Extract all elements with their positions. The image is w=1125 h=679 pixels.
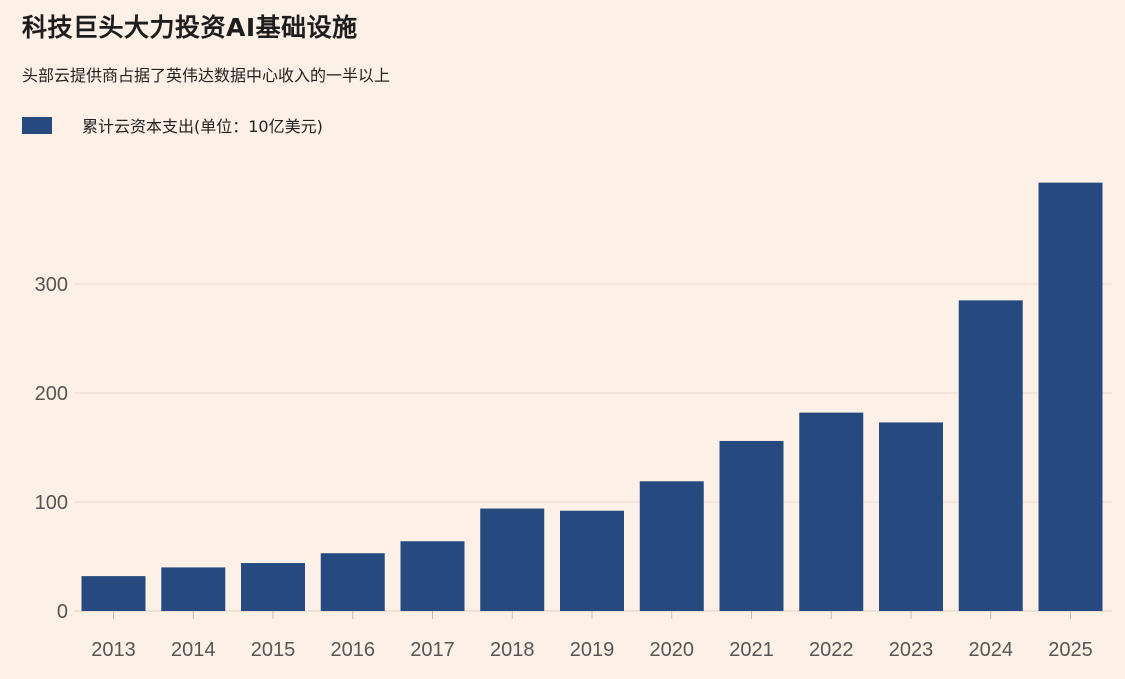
y-axis-ticks: 0 100 200 300 — [35, 274, 68, 623]
bar-2024 — [958, 300, 1023, 611]
legend: 累计云资本支出(单位：10亿美元) — [22, 113, 323, 137]
x-tick-label: 2021 — [729, 639, 774, 661]
x-tick-label: 2025 — [1048, 639, 1093, 661]
bar-2017 — [400, 541, 465, 611]
x-tick-label: 2022 — [809, 639, 854, 661]
bar-2019 — [560, 510, 624, 611]
bars — [81, 182, 1103, 611]
x-tick-label: 2019 — [570, 639, 615, 661]
bar-2021 — [719, 440, 784, 611]
x-tick-label: 2013 — [91, 639, 136, 661]
bar-2016 — [320, 553, 385, 611]
x-tick-label: 2020 — [650, 639, 695, 661]
x-tick-label: 2014 — [171, 639, 216, 661]
y-tick-label: 100 — [35, 492, 68, 514]
x-tick-label: 2023 — [889, 639, 934, 661]
bar-2025 — [1038, 182, 1103, 611]
x-tick-label: 2016 — [331, 639, 376, 661]
y-tick-label: 200 — [35, 383, 68, 405]
bar-2015 — [241, 563, 305, 611]
bar-2023 — [879, 422, 943, 611]
x-axis-ticks: 2013 2014 2015 2016 2017 2018 2019 2020 2021 2022… — [91, 611, 1093, 661]
bar-2013 — [81, 576, 146, 611]
chart-title: 科技巨头大力投资AI基础设施 — [22, 13, 358, 42]
y-tick-label: 0 — [57, 601, 68, 623]
x-tick-label: 2018 — [490, 639, 535, 661]
bar-2018 — [480, 508, 545, 611]
bar-2020 — [639, 481, 704, 611]
legend-label: 累计云资本支出(单位：10亿美元) — [82, 117, 323, 136]
x-tick-label: 2015 — [251, 639, 296, 661]
chart-subtitle: 头部云提供商占据了英伟达数据中心收入的一半以上 — [22, 66, 391, 85]
bar-2022 — [799, 412, 864, 611]
y-tick-label: 300 — [35, 274, 68, 296]
x-tick-label: 2017 — [410, 639, 455, 661]
legend-swatch — [22, 116, 52, 134]
bar-2014 — [161, 567, 226, 611]
x-tick-label: 2024 — [969, 639, 1014, 661]
